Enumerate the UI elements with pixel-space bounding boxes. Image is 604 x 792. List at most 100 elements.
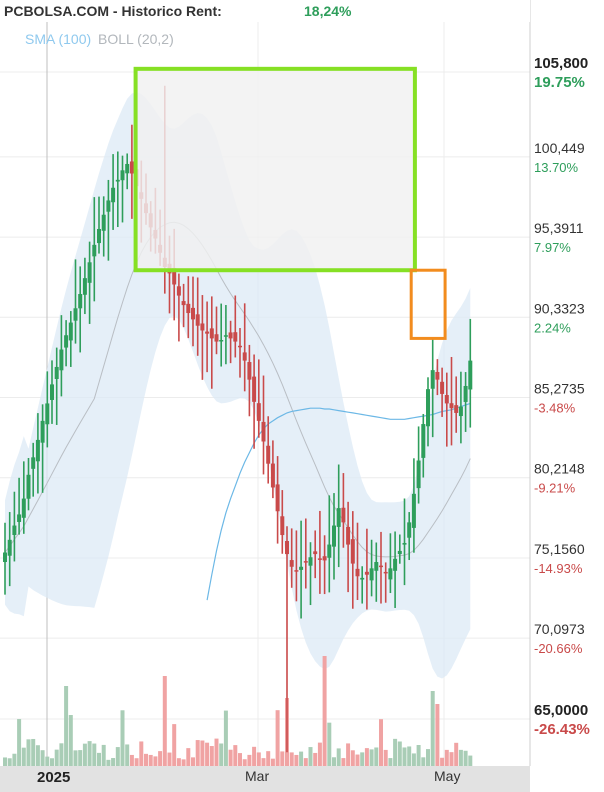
volume-bar xyxy=(139,741,144,766)
candle-body xyxy=(360,577,365,580)
volume-bar xyxy=(275,710,280,766)
volume-bar xyxy=(120,710,125,766)
volume-bar xyxy=(209,746,214,766)
volume-bar xyxy=(332,757,336,766)
candle-body xyxy=(78,294,83,309)
volume-bar xyxy=(266,751,271,766)
candle-body xyxy=(125,163,130,174)
volume-bar xyxy=(440,757,445,766)
volume-bar xyxy=(167,752,172,766)
candle-body xyxy=(181,301,186,306)
volume-bar xyxy=(31,738,36,766)
candle-body xyxy=(191,307,195,320)
target-zone-box xyxy=(133,66,417,273)
price-axis: 105,800 19.75% 100,449 13.70% 95,3911 7.97% 90… xyxy=(534,55,590,738)
candle-body xyxy=(101,214,106,231)
candle-body xyxy=(374,562,379,571)
candle-body xyxy=(289,560,294,567)
candle-body xyxy=(256,403,261,421)
stop-zone-box xyxy=(409,268,447,340)
volume-bar xyxy=(50,758,54,766)
candle-body xyxy=(322,556,327,561)
candle-body xyxy=(68,322,73,341)
candle-body xyxy=(299,566,304,570)
y-tick-pct: -20.66% xyxy=(534,641,583,656)
candle-body xyxy=(228,332,233,339)
volume-bar xyxy=(341,758,346,766)
candle-body xyxy=(336,508,341,527)
candle-body xyxy=(350,539,355,564)
volume-bar xyxy=(463,750,468,766)
candle-body xyxy=(82,278,87,295)
candle-body xyxy=(214,334,219,342)
volume-bar xyxy=(303,758,308,766)
candle-body xyxy=(266,445,271,464)
volume-bar xyxy=(153,756,158,766)
candle-body xyxy=(129,161,134,174)
y-tick-pct: 2.24% xyxy=(534,320,571,335)
y-tick-price: 90,3323 xyxy=(534,300,585,316)
volume-bar xyxy=(388,758,393,766)
x-tick-2025: 2025 xyxy=(37,769,70,786)
candle-body xyxy=(430,370,435,389)
candle-body xyxy=(17,514,22,522)
candle-body xyxy=(383,571,388,574)
candle-body xyxy=(64,335,69,348)
volume-bar xyxy=(162,676,167,766)
candle-body xyxy=(120,170,125,181)
volume-bar xyxy=(111,758,116,766)
candle-body xyxy=(7,539,12,556)
candle-body xyxy=(294,570,299,572)
volume-bar xyxy=(369,749,374,766)
volume-bar xyxy=(12,753,17,766)
y-tick-price: 75,1560 xyxy=(534,541,585,557)
candle-body xyxy=(35,439,40,462)
volume-bar xyxy=(444,749,449,766)
candle-body xyxy=(12,525,17,535)
volume-bar xyxy=(64,686,69,766)
volume-bar xyxy=(280,751,285,766)
volume-bar xyxy=(125,744,130,766)
y-tick-price: 65,0000 xyxy=(534,702,588,719)
volume-bar xyxy=(242,759,247,766)
volume-bar xyxy=(101,744,106,766)
y-tick-price: 95,3911 xyxy=(534,220,584,236)
candle-body xyxy=(454,405,459,413)
candle-body xyxy=(50,384,54,400)
candle-body xyxy=(416,460,421,489)
candle-body xyxy=(31,457,36,469)
volume-bar xyxy=(435,704,440,766)
volume-bar xyxy=(40,750,45,766)
candle-body xyxy=(111,187,116,203)
boll-indicator-label[interactable]: BOLL (20,2) xyxy=(98,31,174,47)
volume-bar xyxy=(411,753,416,766)
volume-bar xyxy=(148,754,153,766)
volume-bar xyxy=(82,743,87,766)
volume-bar xyxy=(7,758,12,766)
volume-bar xyxy=(92,743,97,766)
x-tick-may: May xyxy=(434,768,460,784)
volume-bar xyxy=(238,753,242,766)
volume-bar xyxy=(228,749,233,766)
candle-body xyxy=(209,328,214,339)
y-tick-pct: -3.48% xyxy=(534,401,576,416)
candle-body xyxy=(303,561,308,563)
candle-body xyxy=(115,179,120,182)
volume-bar xyxy=(407,746,412,766)
volume-bar xyxy=(327,722,332,766)
y-tick-pct: -26.43% xyxy=(534,721,590,738)
candle-body xyxy=(176,286,181,296)
sma-indicator-label[interactable]: SMA (100) xyxy=(25,31,91,47)
y-tick-price: 80,2148 xyxy=(534,461,585,477)
volume-bar xyxy=(115,747,120,766)
candle-body xyxy=(97,228,101,244)
y-tick-pct: 19.75% xyxy=(534,74,585,91)
volume-bar xyxy=(59,743,64,766)
volume-bar xyxy=(223,710,228,766)
candle-body xyxy=(200,323,205,331)
volume-bar xyxy=(350,750,355,766)
candle-body xyxy=(346,526,351,545)
candle-body xyxy=(186,303,191,314)
candle-body xyxy=(195,314,200,326)
candle-body xyxy=(275,484,280,512)
